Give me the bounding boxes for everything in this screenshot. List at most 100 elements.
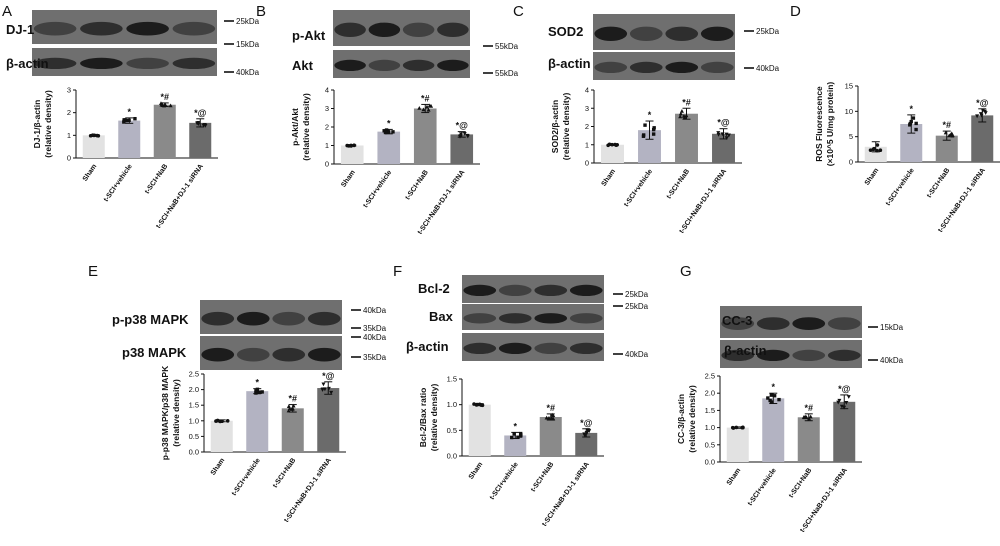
blot-band xyxy=(172,57,216,69)
bar-chart: 0.0 0.5 1.0 1.5 2.0 2.5 p-p38 MAPK/p38 MAPK(re… xyxy=(160,365,346,524)
data-point xyxy=(290,406,295,411)
blot-band xyxy=(126,21,169,36)
y-tick-label: 0 xyxy=(325,160,329,169)
bar xyxy=(675,113,698,163)
category-label: t-SCI+vehicle xyxy=(231,457,262,497)
data-point xyxy=(584,431,589,435)
y-tick-label: 1 xyxy=(325,141,329,150)
blot-band xyxy=(498,284,532,296)
y-tick-label: 1.5 xyxy=(189,401,199,410)
significance-label: * xyxy=(387,118,391,128)
data-point xyxy=(95,133,99,138)
data-point xyxy=(225,419,230,423)
data-point xyxy=(651,127,656,132)
data-point xyxy=(168,103,173,108)
data-point xyxy=(808,414,813,419)
blot-band xyxy=(665,61,699,73)
data-point xyxy=(908,121,913,126)
data-point xyxy=(979,113,984,118)
blot-dj-1: DJ-1 xyxy=(6,10,217,44)
blot-band xyxy=(201,347,235,362)
y-axis-label-line: CC-3/β-actin xyxy=(676,394,686,444)
data-point xyxy=(286,408,291,413)
data-point xyxy=(345,143,349,148)
blot-band xyxy=(569,284,603,296)
significance-label: *@ xyxy=(456,121,469,131)
bar xyxy=(726,427,749,462)
data-point xyxy=(914,121,918,126)
data-point xyxy=(871,147,876,152)
panel-letter: F xyxy=(393,263,402,280)
blot-bax: Bax xyxy=(429,304,604,330)
bar xyxy=(539,416,562,456)
y-tick-label: 0 xyxy=(849,158,853,167)
blot-band xyxy=(437,22,469,37)
bar xyxy=(189,122,212,158)
bar xyxy=(340,145,364,164)
blot-band xyxy=(334,22,366,37)
panel-letter: D xyxy=(790,3,801,20)
panel-letter: A xyxy=(2,3,12,20)
bar xyxy=(575,432,598,456)
y-axis-label-line: (relative density) xyxy=(171,379,181,447)
y-axis-label-line: SOD2/β-actin xyxy=(550,100,560,153)
blot-band xyxy=(368,22,401,37)
data-point xyxy=(421,107,426,112)
blot-band xyxy=(721,317,755,330)
panel-letter: B xyxy=(256,3,266,20)
kda-label: 55kDa xyxy=(495,69,519,78)
data-point xyxy=(382,129,386,133)
data-point xyxy=(613,142,617,147)
y-tick-label: 1.0 xyxy=(447,400,457,409)
data-point xyxy=(769,400,774,404)
blot-band xyxy=(307,311,341,326)
bar xyxy=(118,120,141,158)
category-label: t-SCI+NaB xyxy=(144,163,169,195)
blot-band xyxy=(498,313,532,324)
category-label: t-SCI+vehicle xyxy=(489,461,520,501)
category-label: Sham xyxy=(864,167,881,187)
blot-label: p-p38 MAPK xyxy=(112,312,189,327)
y-axis-label-line: (relative density) xyxy=(429,384,439,452)
significance-label: *# xyxy=(942,120,951,130)
blot-band xyxy=(201,311,235,326)
data-point xyxy=(982,109,987,114)
blot-label: DJ-1 xyxy=(6,22,34,37)
data-point xyxy=(287,406,292,411)
y-tick-label: 0.5 xyxy=(189,432,199,441)
blot-cc-3: CC-3 xyxy=(720,306,862,338)
bar xyxy=(712,133,735,163)
kda-label: 15kDa xyxy=(236,40,260,49)
data-point xyxy=(980,108,985,113)
data-point xyxy=(641,134,646,138)
y-tick-label: 0.5 xyxy=(705,440,715,449)
blot-band xyxy=(272,347,306,362)
significance-label: *@ xyxy=(194,108,207,118)
significance-label: *# xyxy=(546,403,555,413)
data-point xyxy=(801,415,806,419)
data-point xyxy=(777,397,781,402)
kda-label: 35kDa xyxy=(363,324,387,333)
data-point xyxy=(329,390,334,395)
blot-band xyxy=(307,347,341,362)
significance-label: *@ xyxy=(976,98,989,108)
data-point xyxy=(769,393,774,397)
y-tick-label: 5 xyxy=(849,132,853,141)
y-axis-label-line: (relative density) xyxy=(43,90,53,158)
y-tick-label: 0 xyxy=(67,154,71,163)
bar xyxy=(153,104,176,158)
data-point xyxy=(516,435,520,439)
bar xyxy=(762,398,785,462)
blot-label: β-actin xyxy=(406,339,449,354)
blot--actin: β-actin xyxy=(548,52,735,80)
blot-label: SOD2 xyxy=(548,24,583,39)
y-axis-label: p-p38 MAPK/p38 MAPK(relative density) xyxy=(160,365,181,460)
blot-band xyxy=(792,349,826,361)
blot-band xyxy=(756,349,790,361)
data-point xyxy=(947,133,952,138)
y-axis-label-line: (relative density) xyxy=(301,93,311,161)
y-tick-label: 4 xyxy=(585,86,589,95)
data-point xyxy=(220,419,224,424)
blot-label: β-actin xyxy=(548,56,591,71)
y-tick-label: 0.5 xyxy=(447,426,457,435)
